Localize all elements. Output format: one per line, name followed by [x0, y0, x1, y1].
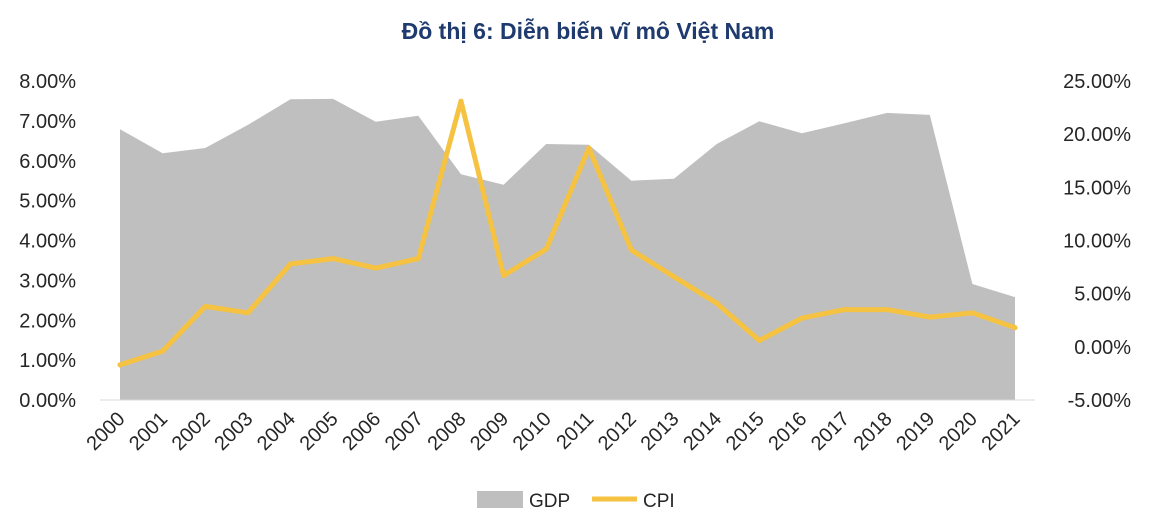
left-axis-tick-label: 0.00%: [19, 390, 76, 412]
cpi-point: [458, 98, 464, 104]
cpi-point: [288, 261, 293, 267]
right-axis-tick-label: 20.00%: [1063, 124, 1131, 146]
x-axis-tick-label: 2019: [892, 408, 939, 455]
left-axis-tick-label: 4.00%: [19, 231, 76, 253]
x-axis-tick-label: 2016: [764, 408, 811, 455]
x-axis-tick-label: 2004: [253, 408, 300, 455]
x-axis-tick-label: 2018: [850, 408, 897, 455]
right-axis-tick-label: 15.00%: [1063, 177, 1131, 199]
right-axis-tick-label: 25.00%: [1063, 71, 1131, 93]
x-axis-tick-label: 2006: [338, 408, 385, 455]
cpi-point: [1012, 325, 1018, 331]
cpi-point: [160, 348, 166, 354]
cpi-point: [628, 247, 634, 253]
x-axis-tick-label: 2007: [381, 408, 428, 455]
x-axis-tick-label: 2020: [935, 408, 982, 455]
cpi-point: [330, 256, 336, 262]
right-axis-tick-label: 10.00%: [1063, 231, 1131, 253]
gdp-area: [120, 98, 1015, 401]
right-axis-tick-label: -5.00%: [1068, 390, 1132, 412]
cpi-point: [543, 246, 549, 252]
cpi-point: [586, 145, 592, 151]
cpi-point: [969, 310, 975, 316]
cpi-point: [245, 310, 251, 316]
cpi-point: [799, 315, 805, 321]
left-axis-tick-label: 3.00%: [19, 270, 76, 292]
x-axis-tick-label: 2000: [83, 408, 130, 455]
left-axis-tick-label: 7.00%: [19, 111, 76, 133]
cpi-point: [202, 303, 208, 309]
right-axis-tick-label: 0.00%: [1074, 337, 1131, 359]
x-axis-tick-label: 2005: [296, 408, 343, 455]
legend-gdp-label: GDP: [529, 491, 570, 512]
cpi-point: [373, 265, 379, 271]
x-axis-tick-label: 2009: [466, 408, 513, 455]
legend-cpi-label: CPI: [643, 491, 675, 512]
cpi-point: [842, 307, 847, 313]
x-axis-tick-label: 2002: [168, 408, 215, 455]
x-axis-tick-label: 2010: [509, 408, 556, 455]
cpi-point: [117, 362, 123, 368]
left-axis-tick-label: 8.00%: [19, 71, 76, 93]
x-axis-tick-label: 2003: [210, 408, 257, 455]
x-axis-tick-label: 2011: [552, 408, 598, 454]
x-axis-tick-label: 2014: [679, 408, 726, 455]
x-axis-tick-label: 2008: [423, 408, 470, 455]
legend-gdp-swatch: [477, 491, 523, 508]
x-axis-tick-label: 2013: [637, 408, 684, 455]
x-axis-tick-label: 2015: [722, 408, 769, 455]
cpi-point: [884, 307, 890, 313]
cpi-point: [756, 338, 762, 343]
x-axis-tick-label: 2001: [125, 408, 172, 455]
cpi-point: [671, 274, 677, 280]
x-axis-tick-label: 2017: [807, 408, 854, 455]
cpi-point: [714, 300, 720, 306]
left-axis-tick-label: 5.00%: [19, 191, 76, 213]
right-axis-tick-label: 5.00%: [1074, 284, 1131, 306]
left-axis-tick-label: 6.00%: [19, 151, 76, 173]
cpi-line: [117, 98, 1018, 368]
x-axis-tick-label: 2012: [594, 408, 641, 455]
cpi-point: [415, 256, 421, 262]
chart-title: Đồ thị 6: Diễn biến vĩ mô Việt Nam: [401, 18, 775, 44]
x-axis-tick-label: 2021: [978, 408, 1025, 455]
cpi-point: [927, 314, 933, 320]
left-axis-tick-label: 2.00%: [19, 310, 76, 332]
left-axis-tick-label: 1.00%: [19, 350, 76, 372]
cpi-point: [501, 273, 507, 279]
